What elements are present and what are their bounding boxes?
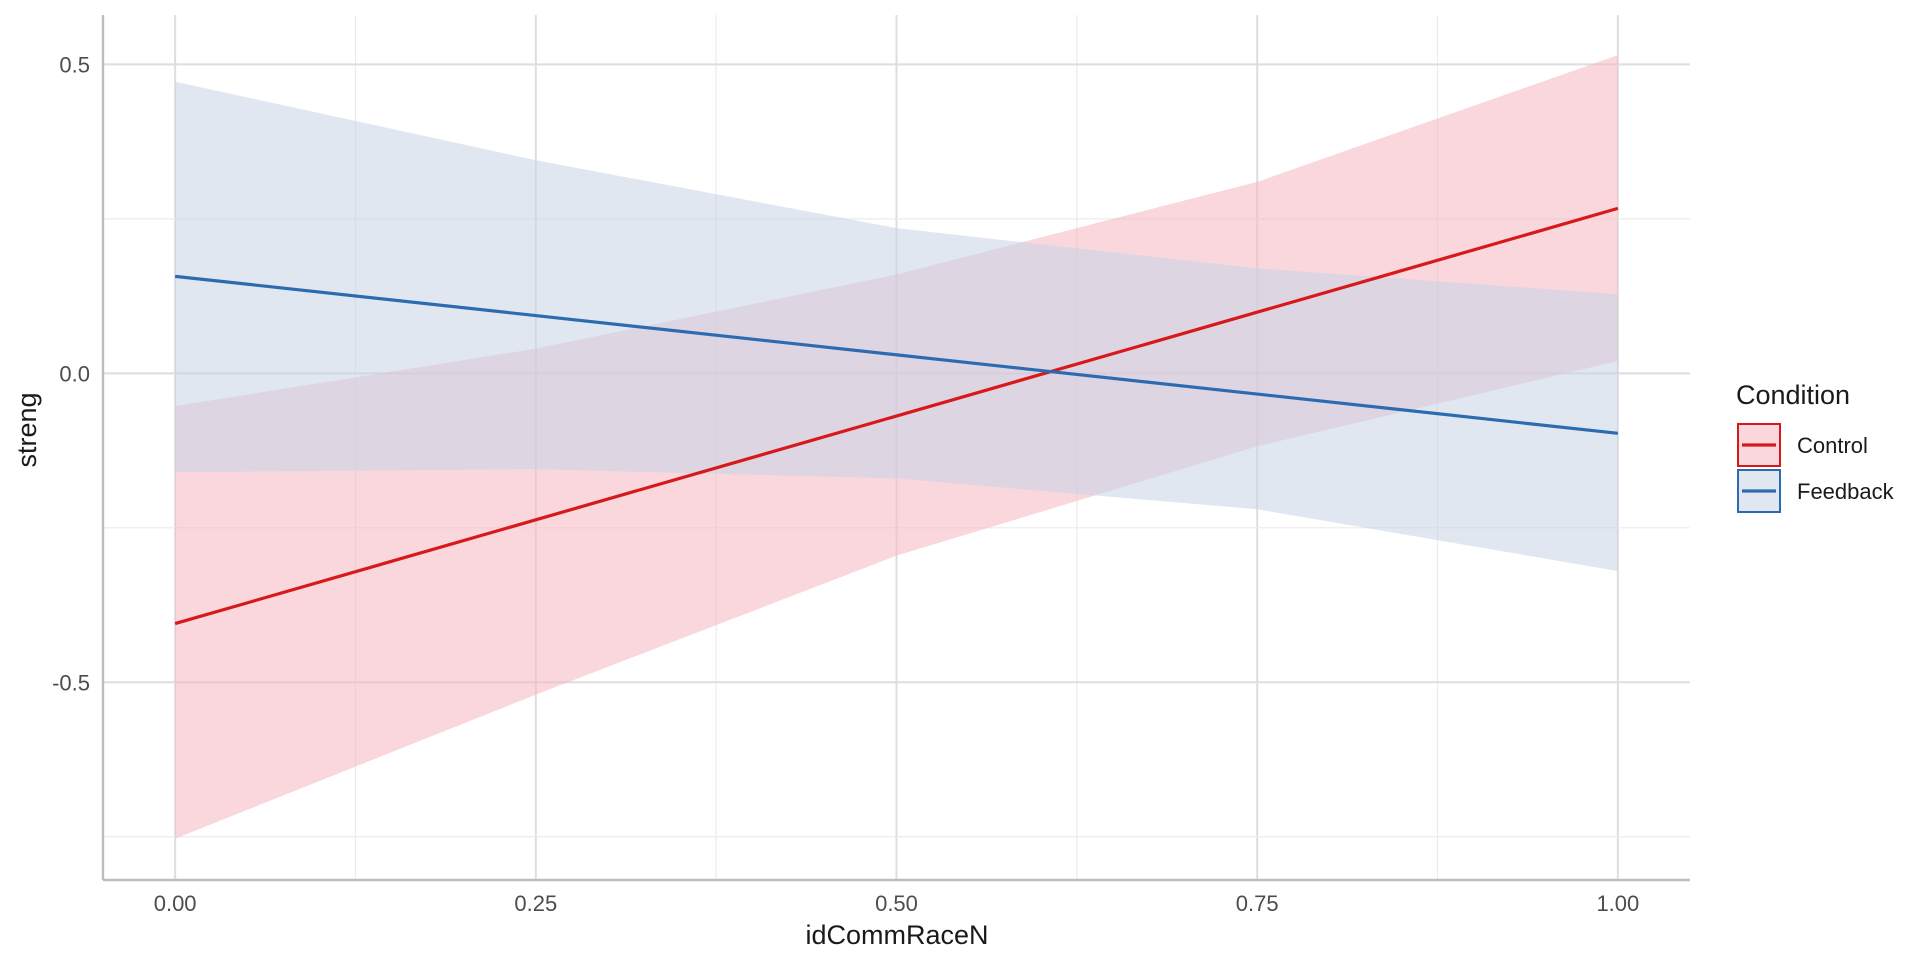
x-axis-title: idCommRaceN (805, 920, 988, 950)
legend: Condition Control Feedback (1736, 380, 1895, 513)
legend-title: Condition (1736, 380, 1850, 410)
legend-label-feedback: Feedback (1797, 479, 1895, 504)
x-tick-label: 1.00 (1596, 891, 1639, 916)
y-axis-title: streng (12, 392, 42, 467)
line-feedback (174, 274, 1619, 435)
series-lines (174, 206, 1619, 626)
confidence-bands (175, 55, 1618, 839)
y-tick-label: 0.5 (59, 52, 90, 77)
legend-label-control: Control (1797, 433, 1868, 458)
line-control (174, 206, 1619, 626)
x-tick-label: 0.25 (514, 891, 557, 916)
y-tick-label: -0.5 (52, 670, 90, 695)
x-tick-label: 0.00 (154, 891, 197, 916)
y-axis-ticks: -0.5 0.0 0.5 (52, 52, 90, 695)
ribbon-feedback (175, 81, 1618, 572)
x-tick-label: 0.50 (875, 891, 918, 916)
x-tick-label: 0.75 (1236, 891, 1279, 916)
axes (101, 15, 1690, 882)
x-axis-ticks: 0.00 0.25 0.50 0.75 1.00 (154, 891, 1640, 916)
y-tick-label: 0.0 (59, 361, 90, 386)
